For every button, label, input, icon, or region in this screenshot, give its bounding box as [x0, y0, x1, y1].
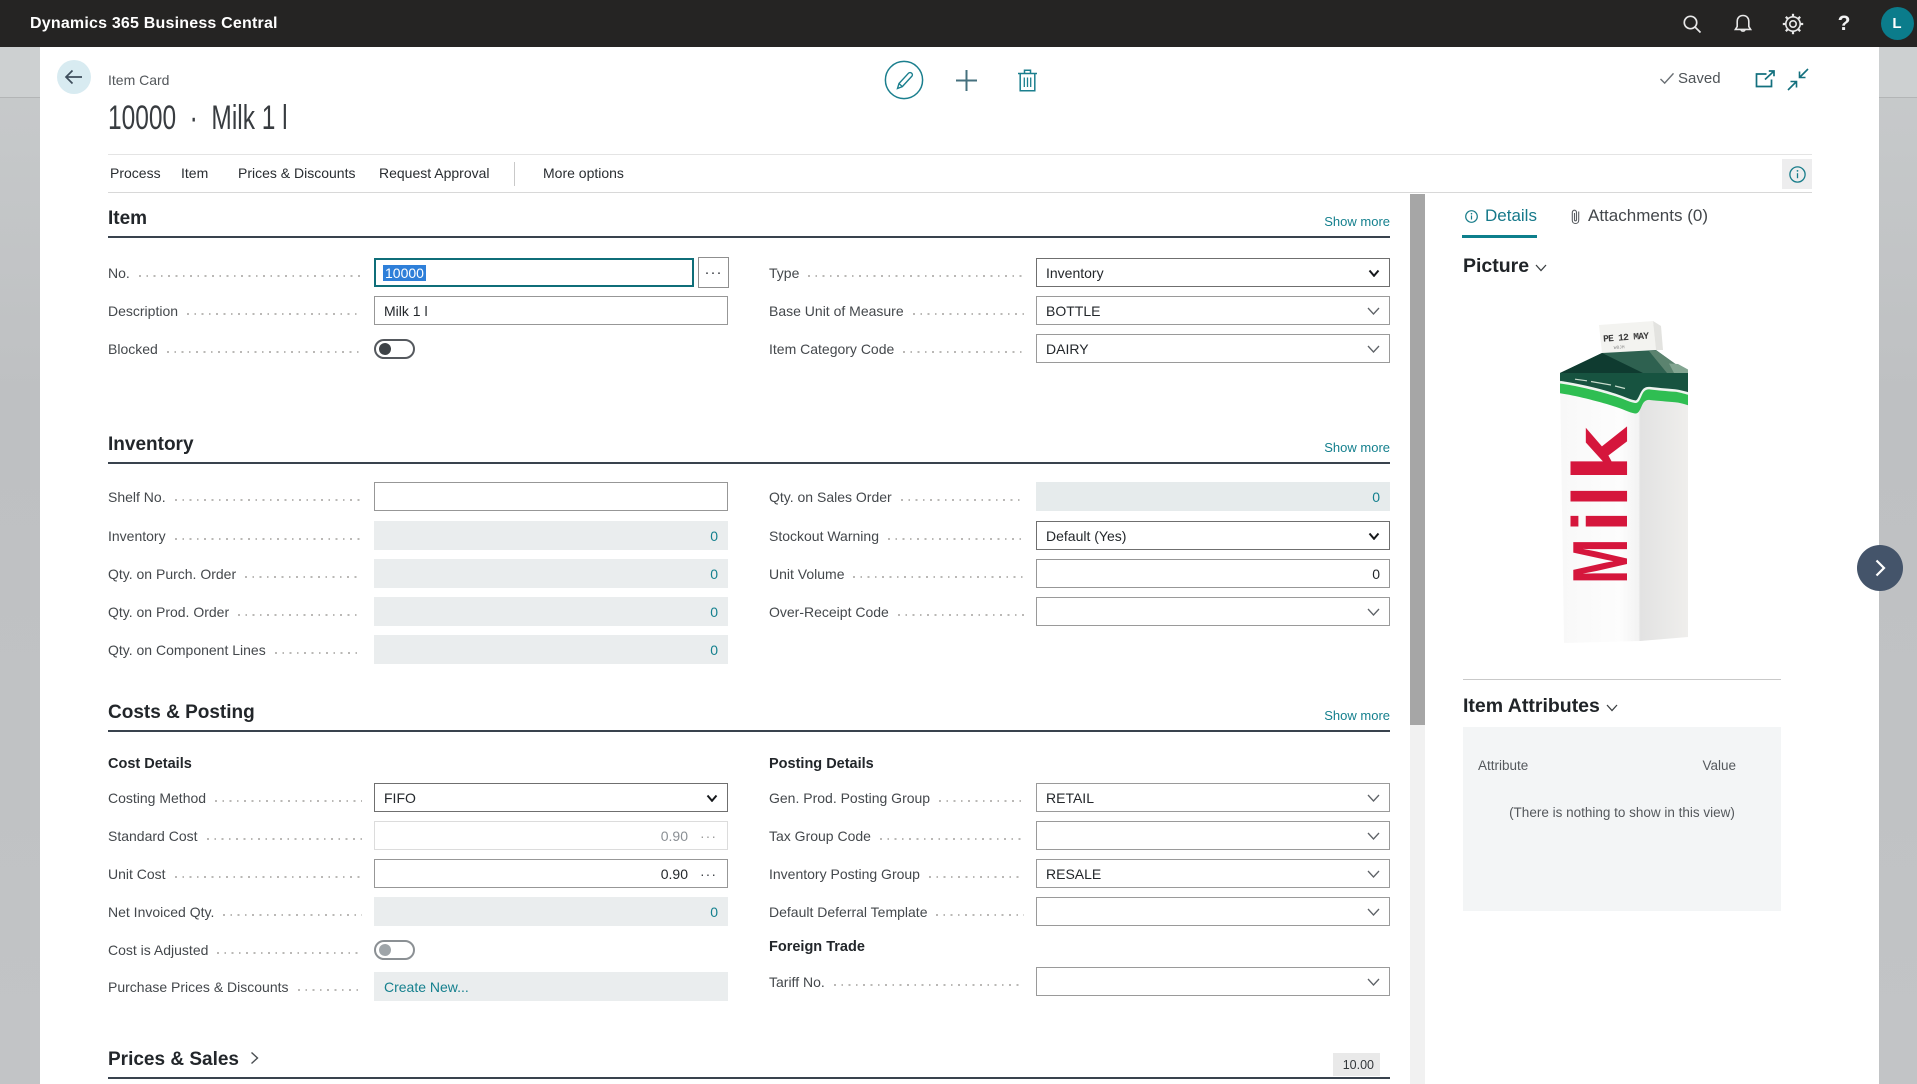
- svg-text:M: M: [1557, 539, 1644, 584]
- svg-text:l: l: [1556, 485, 1644, 507]
- svg-text:i: i: [1556, 510, 1644, 532]
- svg-text:k: k: [1556, 426, 1643, 482]
- svg-text:W0JH: W0JH: [1614, 344, 1625, 351]
- svg-text:PE 12 MAY: PE 12 MAY: [1603, 330, 1650, 344]
